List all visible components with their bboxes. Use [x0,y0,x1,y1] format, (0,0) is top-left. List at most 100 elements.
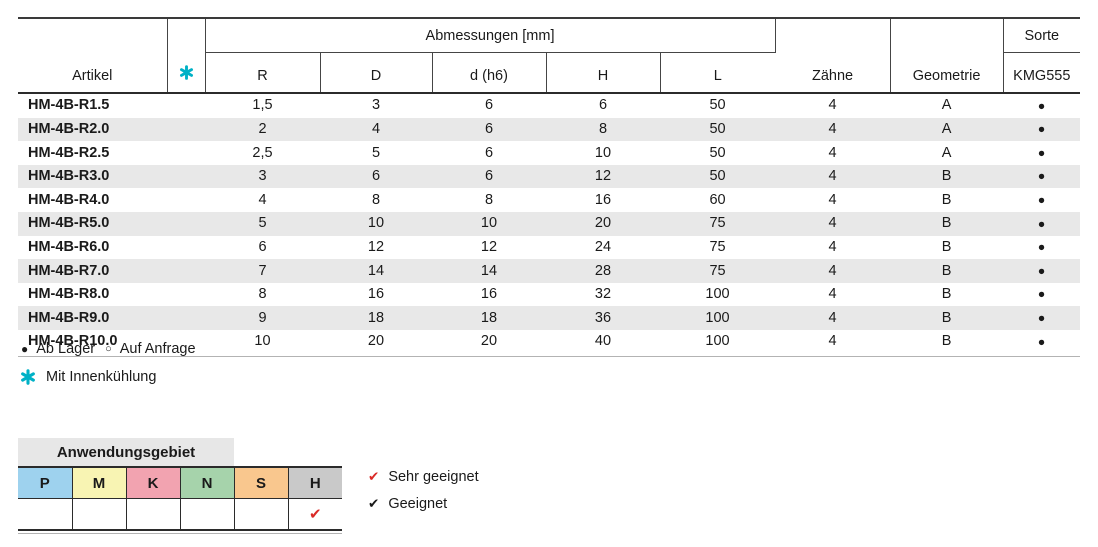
app-column-s: S [233,467,288,499]
filled-dot-icon: ● [21,342,29,356]
article-cell: HM-4B-R3.0 [28,168,110,185]
column-group-dimensions: Abmessungen [mm] [205,18,776,53]
value-cell: 3 [258,168,267,185]
cooling-cell [167,165,205,189]
value-cell: 4 [828,215,837,232]
value-cell: B [941,168,952,185]
legend-very-suitable-label: Sehr geeignet [388,469,479,485]
value-cell: 4 [828,97,837,114]
table-row: HM-4B-R3.0 3 6 6 12 50 4 B ● [18,164,1081,189]
value-cell: 4 [828,239,837,256]
application-area-title: Anwendungsgebiet [18,438,234,466]
value-cell: 18 [480,309,498,326]
value-cell: 3 [371,97,381,114]
value-cell: 100 [705,333,730,350]
cooling-cell [167,93,205,118]
stock-dot: ● [1037,263,1046,278]
value-cell: B [941,286,952,303]
article-table: Artikel Abmessungen [mm] Zähne Geometrie… [18,17,1081,354]
cooling-cell [167,212,205,236]
main-table-body: HM-4B-R1.5 1,5 3 6 6 50 4 A ● HM-4B-R2.0 2 4 6 8 50 4 A ●… [18,93,1081,354]
value-cell: B [941,215,952,232]
column-header-artikel: Artikel [18,18,168,93]
app-column-h: H [287,467,342,499]
app-empty-cell [233,498,288,530]
legend-very-suitable: ✔ Sehr geeignet [368,467,479,487]
value-cell: 100 [705,309,730,326]
black-check-icon suitability-mark: ✔ [368,496,380,511]
app-empty-cell [125,498,180,530]
value-cell: 24 [594,239,612,256]
value-cell: 10 [594,144,612,161]
cooling-cell [167,306,205,330]
stock-dot: ● [1037,310,1046,325]
cooling-legend: Mit Innenkühlung [20,369,156,385]
article-cell: HM-4B-R6.0 [28,239,110,256]
legend-on-request: ○ Auf Anfrage [105,341,195,357]
value-cell: 75 [709,262,726,279]
stock-dot: ● [1037,122,1046,137]
table-row: HM-4B-R1.5 1,5 3 6 6 50 4 A ● [18,93,1080,118]
value-cell: 10 [480,215,498,232]
value-cell: 4 [828,144,837,161]
app-value-row: ✔ [18,498,342,530]
value-cell: 6 [258,239,267,256]
article-table-block: Artikel Abmessungen [mm] Zähne Geometrie… [18,17,1081,357]
value-cell: 40 [594,333,612,350]
table-row: HM-4B-R8.0 8 16 16 32 100 4 B ● [18,283,1080,307]
legend-on-request-label: Auf Anfrage [119,341,196,357]
app-column-m: M [71,467,126,499]
value-cell: B [941,333,952,350]
value-cell: 16 [367,286,385,303]
value-cell: 8 [598,121,608,138]
cooling-cell [167,118,205,142]
table-row: HM-4B-R2.0 2 4 6 8 50 4 A ● [18,117,1081,142]
cooling-icon [21,369,35,385]
value-cell: 50 [709,168,726,185]
value-cell: 50 [709,121,726,138]
table-row: HM-4B-R10.0 10 20 20 40 100 4 B ● [18,330,1080,354]
column-header-d: D [320,52,433,93]
stock-dot: ● [1037,334,1046,349]
cooling-column-header [167,18,206,93]
table-bottom-rule [18,533,342,534]
value-cell: 4 [258,191,267,208]
stock-dot: ● [1037,216,1046,231]
table-row: HM-4B-R6.0 6 12 12 24 75 4 B ● [18,236,1080,260]
app-column-k: K [125,467,180,499]
value-cell: 4 [828,262,837,279]
column-header-l: L [713,68,722,85]
stock-dot: ● [1037,287,1046,302]
value-cell: 9 [258,309,267,326]
cooling-cell [167,259,205,283]
value-cell: 6 [598,97,608,114]
value-cell: 4 [828,191,837,208]
value-cell: 36 [594,309,612,326]
value-cell: 16 [480,286,498,303]
value-cell: 20 [367,333,385,350]
value-cell: 2,5 [252,144,273,161]
value-cell: 14 [480,262,498,279]
table-bottom-rule [18,355,1080,357]
cooling-legend-label: Mit Innenkühlung [46,369,157,385]
hollow-dot-icon: ○ [105,343,112,355]
column-header-geometrie: Geometrie [890,18,1004,93]
cooling-cell [167,141,205,165]
value-cell: 6 [371,168,381,185]
value-cell: 16 [594,191,612,208]
legend-in-stock: ● Ab Lager [21,341,95,357]
legend-suitable: ✔ Geeignet [368,494,479,514]
value-cell: 8 [371,191,381,208]
value-cell: 6 [484,168,494,185]
table-row: HM-4B-R9.0 9 18 18 36 100 4 B ● [18,306,1081,330]
article-cell: HM-4B-R2.5 [28,144,110,161]
value-cell: 20 [594,215,612,232]
availability-legend: ● Ab Lager ○ Auf Anfrage [21,341,196,357]
column-header-r: R [205,52,321,93]
value-cell: B [941,191,952,208]
value-cell: 50 [709,97,726,114]
value-cell: 32 [594,286,612,303]
column-header-kmg555: KMG555 [1002,52,1081,93]
